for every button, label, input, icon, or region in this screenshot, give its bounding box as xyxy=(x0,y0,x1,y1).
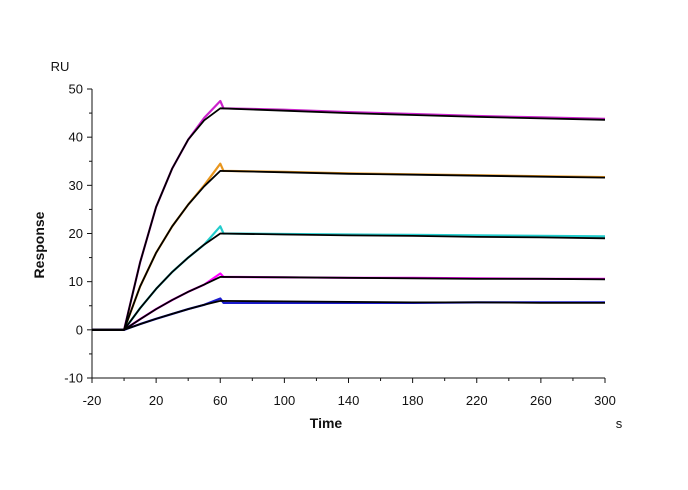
x-tick-label: 300 xyxy=(594,393,616,408)
x-tick-label: 60 xyxy=(213,393,227,408)
x-axis-title: Time xyxy=(310,415,343,431)
y-tick-label: -10 xyxy=(64,371,83,386)
fit-layer xyxy=(92,107,606,331)
axes: -10 0 10 20 30 40 50 -20 20 60 100 140 180 220 260 300 xyxy=(64,82,616,409)
series-layer xyxy=(92,99,606,331)
y-tick-label: 40 xyxy=(69,130,83,145)
fit-line-3 xyxy=(92,232,606,331)
y-tick-label: 10 xyxy=(69,274,83,289)
y-tick-label: 30 xyxy=(69,178,83,193)
x-tick-label: 260 xyxy=(530,393,552,408)
x-tick-label: 220 xyxy=(466,393,488,408)
x-tick-label: 100 xyxy=(274,393,296,408)
y-tick-label: 20 xyxy=(69,226,83,241)
fit-line-4 xyxy=(92,275,606,331)
x-tick-label: 20 xyxy=(149,393,163,408)
y-tick-label: 50 xyxy=(69,82,83,97)
x-unit-label: s xyxy=(616,416,623,431)
x-tick-label: 180 xyxy=(402,393,424,408)
y-unit-label: RU xyxy=(51,59,70,74)
fit-line-5 xyxy=(92,299,605,331)
series-line-2 xyxy=(92,162,606,331)
series-line-1 xyxy=(92,99,606,331)
y-tick-label: 0 xyxy=(76,322,83,337)
y-axis-title: Response xyxy=(31,211,47,278)
x-tick-label: 140 xyxy=(338,393,360,408)
fit-line-2 xyxy=(92,169,606,331)
x-tick-label: -20 xyxy=(83,393,102,408)
fit-line-1 xyxy=(92,107,606,331)
